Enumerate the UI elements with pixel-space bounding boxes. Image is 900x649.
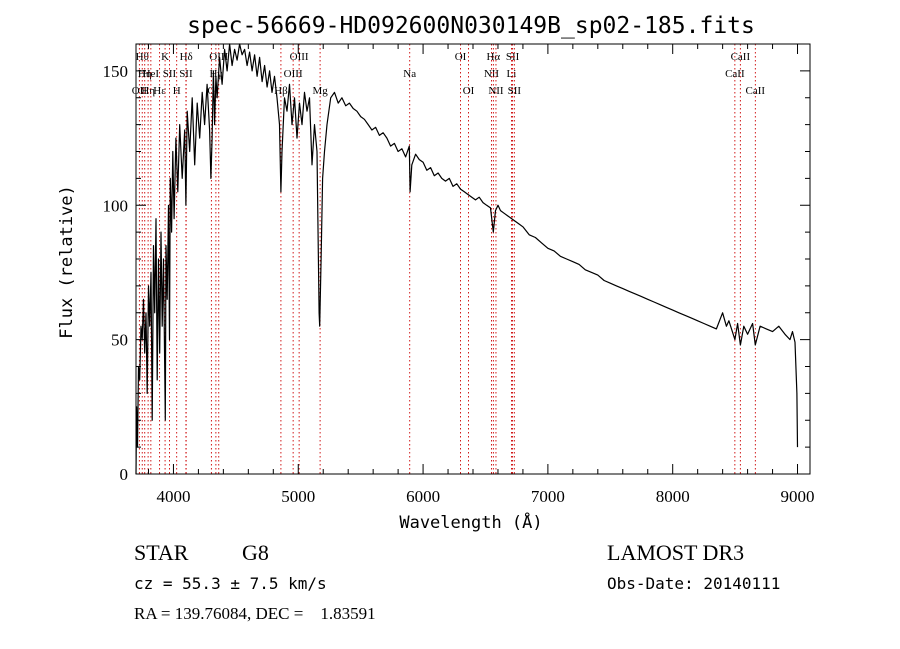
spectrum-chart: spec-56669-HD092600N030149B_sp02-185.fit… (57, 13, 815, 533)
object-subclass: G8 (242, 540, 269, 565)
spectral-line-label-6: K (161, 51, 169, 63)
spectral-line-label-20: OI (463, 85, 475, 97)
spectral-line-label-29: CaII (746, 85, 766, 97)
plot-frame (135, 43, 811, 475)
spectral-line-label-21: NII (484, 68, 500, 80)
spectral-line-label-14: Hβ (274, 85, 288, 97)
y-tick-label-2: 100 (103, 196, 129, 215)
spectral-line-label-7: SII (163, 68, 177, 80)
x-tick-label-2: 6000 (406, 487, 440, 506)
spectral-line-label-19: OI (455, 51, 467, 63)
x-axis-label: Wavelength (Å) (399, 511, 542, 533)
spectral-line-label-26: SII (508, 85, 522, 97)
spectral-line-label-25: SII (506, 51, 520, 63)
spectral-line-label-27: CaII (725, 68, 745, 80)
chart-title: spec-56669-HD092600N030149B_sp02-185.fit… (187, 13, 755, 39)
spectral-line-label-4: HeI (143, 68, 160, 80)
spectral-line-label-23: NII (488, 85, 504, 97)
spectrum-line-0 (135, 43, 799, 475)
spectral-line-label-17: Mg (312, 85, 328, 97)
y-axis-label: Flux (relative) (57, 185, 77, 339)
x-tick-label-5: 9000 (781, 487, 815, 506)
spectral-line-label-24: Li (507, 68, 517, 80)
spectral-line-label-11: G (207, 85, 215, 97)
y-tick-label-3: 150 (103, 62, 129, 81)
spectral-line-label-8: H (173, 85, 181, 97)
x-tick-label-4: 8000 (656, 487, 690, 506)
spectral-line-label-3: Hη (141, 85, 155, 97)
spectral-line-label-28: CaII (731, 51, 751, 63)
spectrum-series (135, 43, 799, 475)
x-tick-label-1: 5000 (281, 487, 315, 506)
y-tick-label-0: 0 (120, 465, 129, 484)
x-tick-label-0: 4000 (156, 487, 190, 506)
spectral-line-markers: OIIHθHηHηHeIHεKSIIHHδSIIGHγOIIIHβOIIIOII… (132, 44, 766, 474)
spectral-line-label-22: Hα (486, 51, 500, 63)
object-class: STAR (134, 540, 189, 565)
x-tick-label-3: 7000 (531, 487, 565, 506)
spectral-line-label-10: SII (179, 68, 193, 80)
redshift-readout: cz = 55.3 ± 7.5 km/s (134, 574, 327, 593)
spectral-line-label-16: OIII (290, 51, 309, 63)
coordinates-readout: RA = 139.76084, DEC = 1.83591 (134, 604, 376, 623)
plot-axes: 4000 5000 6000 7000 8000 9000 0 50 100 150 (103, 43, 815, 506)
spectral-line-label-18: Na (403, 68, 416, 80)
spectral-line-label-15: OIII (284, 68, 303, 80)
observation-date: Obs-Date: 20140111 (607, 574, 781, 593)
y-tick-label-1: 50 (111, 331, 128, 350)
spectral-line-label-1: Hθ (136, 51, 149, 63)
survey-name: LAMOST DR3 (607, 540, 745, 565)
spectral-line-label-5: Hε (153, 85, 166, 97)
